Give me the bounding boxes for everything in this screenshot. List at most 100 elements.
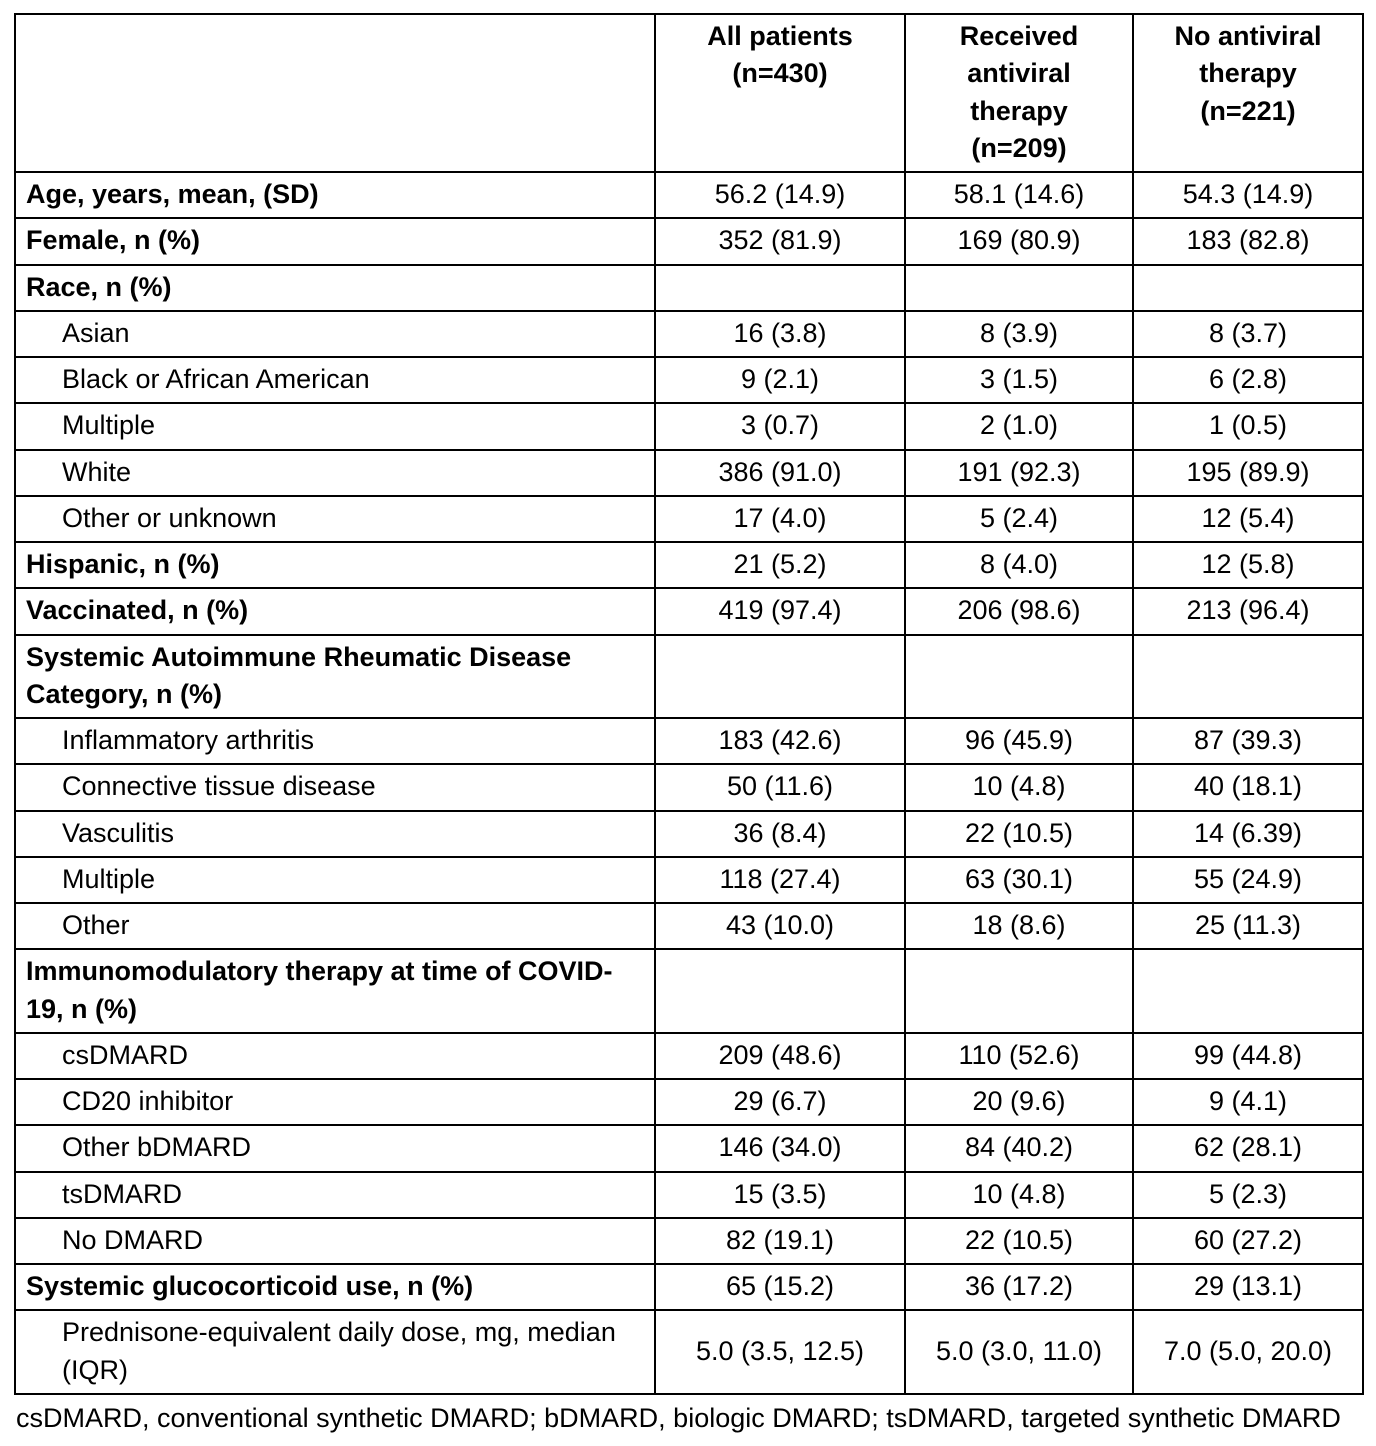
- cell-value: 2 (1.0): [904, 402, 1134, 451]
- header-cell-received-antiviral: Received antiviral therapy (n=209): [904, 13, 1134, 173]
- cell-value: 206 (98.6): [904, 587, 1134, 636]
- cell-value: 62 (28.1): [1132, 1124, 1364, 1173]
- cell-value: 169 (80.9): [904, 217, 1134, 266]
- table-row: Prednisone-equivalent daily dose, mg, me…: [14, 1309, 1364, 1395]
- row-label: Hispanic, n (%): [14, 540, 656, 590]
- cell-value: 18 (8.6): [904, 901, 1134, 951]
- table-row: Race, n (%): [14, 263, 1364, 312]
- table-row: csDMARD 209 (48.6) 110 (52.6) 99 (44.8): [14, 1031, 1364, 1081]
- cell-value: 5.0 (3.0, 11.0): [904, 1309, 1134, 1395]
- cell-value: 22 (10.5): [904, 1216, 1134, 1266]
- table-row: Vaccinated, n (%) 419 (97.4) 206 (98.6) 213…: [14, 587, 1364, 636]
- table-row: Black or African American 9 (2.1) 3 (1.5) 6…: [14, 355, 1364, 405]
- table-row: Vasculitis 36 (8.4) 22 (10.5) 14 (6.39): [14, 809, 1364, 858]
- cell-value: [1132, 633, 1364, 719]
- table-row: Female, n (%) 352 (81.9) 169 (80.9) 183 (82…: [14, 217, 1364, 266]
- row-label: Vasculitis: [14, 809, 656, 858]
- cell-value: 40 (18.1): [1132, 763, 1364, 812]
- cell-value: 9 (2.1): [654, 355, 906, 405]
- table-row: tsDMARD 15 (3.5) 10 (4.8) 5 (2.3): [14, 1170, 1364, 1219]
- cell-value: 50 (11.6): [654, 763, 906, 812]
- row-label: csDMARD: [14, 1031, 656, 1081]
- table-row: CD20 inhibitor 29 (6.7) 20 (9.6) 9 (4.1): [14, 1077, 1364, 1127]
- cell-value: 213 (96.4): [1132, 587, 1364, 636]
- table-footnote: csDMARD, conventional synthetic DMARD; b…: [16, 1402, 1341, 1433]
- cell-value: [654, 263, 906, 312]
- cell-value: 5 (2.3): [1132, 1170, 1364, 1219]
- row-label: Age, years, mean, (SD): [14, 170, 656, 220]
- cell-value: [904, 263, 1134, 312]
- cell-value: 9 (4.1): [1132, 1077, 1364, 1127]
- cell-value: 183 (42.6): [654, 716, 906, 766]
- cell-value: 65 (15.2): [654, 1262, 906, 1312]
- cell-value: 63 (30.1): [904, 855, 1134, 905]
- header-cell-empty: [14, 13, 656, 173]
- row-label: Black or African American: [14, 355, 656, 405]
- cell-value: 10 (4.8): [904, 1170, 1134, 1219]
- table-row: Age, years, mean, (SD) 56.2 (14.9) 58.1 (1…: [14, 170, 1364, 220]
- cell-value: 43 (10.0): [654, 901, 906, 951]
- row-label: Systemic Autoimmune Rheumatic Disease Ca…: [14, 633, 656, 719]
- row-label: Systemic glucocorticoid use, n (%): [14, 1262, 656, 1312]
- table-row: Other 43 (10.0) 18 (8.6) 25 (11.3): [14, 901, 1364, 951]
- header-row: All patients (n=430) Received antiviral …: [14, 13, 1364, 173]
- cell-value: 54.3 (14.9): [1132, 170, 1364, 220]
- cell-value: 56.2 (14.9): [654, 170, 906, 220]
- cell-value: [654, 948, 906, 1034]
- row-label: Other or unknown: [14, 494, 656, 544]
- row-label: Immunomodulatory therapy at time of COVI…: [14, 948, 656, 1034]
- cell-value: 96 (45.9): [904, 716, 1134, 766]
- table-row: Connective tissue disease 50 (11.6) 10 (4.…: [14, 763, 1364, 812]
- cell-value: 5 (2.4): [904, 494, 1134, 544]
- row-label: Multiple: [14, 855, 656, 905]
- row-label: Other: [14, 901, 656, 951]
- table-row: Asian 16 (3.8) 8 (3.9) 8 (3.7): [14, 309, 1364, 359]
- cell-value: 20 (9.6): [904, 1077, 1134, 1127]
- cell-value: 55 (24.9): [1132, 855, 1364, 905]
- cell-value: [1132, 263, 1364, 312]
- patient-characteristics-table: All patients (n=430) Received antiviral …: [14, 13, 1364, 1395]
- cell-value: 58.1 (14.6): [904, 170, 1134, 220]
- cell-value: 3 (0.7): [654, 402, 906, 451]
- cell-value: 14 (6.39): [1132, 809, 1364, 858]
- row-label: White: [14, 448, 656, 497]
- cell-value: 386 (91.0): [654, 448, 906, 497]
- cell-value: 29 (13.1): [1132, 1262, 1364, 1312]
- row-label: CD20 inhibitor: [14, 1077, 656, 1127]
- cell-value: 36 (8.4): [654, 809, 906, 858]
- cell-value: [654, 633, 906, 719]
- cell-value: 7.0 (5.0, 20.0): [1132, 1309, 1364, 1395]
- row-label: Vaccinated, n (%): [14, 587, 656, 636]
- row-label: Race, n (%): [14, 263, 656, 312]
- cell-value: 3 (1.5): [904, 355, 1134, 405]
- table-row: Inflammatory arthritis 183 (42.6) 96 (45.9…: [14, 716, 1364, 766]
- table-row: Multiple 3 (0.7) 2 (1.0) 1 (0.5): [14, 402, 1364, 451]
- cell-value: 21 (5.2): [654, 540, 906, 590]
- cell-value: [904, 633, 1134, 719]
- cell-value: 12 (5.8): [1132, 540, 1364, 590]
- table-body: Age, years, mean, (SD) 56.2 (14.9) 58.1 (1…: [14, 170, 1364, 1395]
- row-label: Prednisone-equivalent daily dose, mg, me…: [14, 1309, 656, 1395]
- row-label: Connective tissue disease: [14, 763, 656, 812]
- cell-value: 29 (6.7): [654, 1077, 906, 1127]
- cell-value: 8 (3.7): [1132, 309, 1364, 359]
- cell-value: 110 (52.6): [904, 1031, 1134, 1081]
- row-label: Multiple: [14, 402, 656, 451]
- cell-value: 25 (11.3): [1132, 901, 1364, 951]
- cell-value: 10 (4.8): [904, 763, 1134, 812]
- row-label: No DMARD: [14, 1216, 656, 1266]
- table-row: White 386 (91.0) 191 (92.3) 195 (89.9): [14, 448, 1364, 497]
- row-label: Other bDMARD: [14, 1124, 656, 1173]
- cell-value: 84 (40.2): [904, 1124, 1134, 1173]
- cell-value: 6 (2.8): [1132, 355, 1364, 405]
- cell-value: 146 (34.0): [654, 1124, 906, 1173]
- cell-value: [904, 948, 1134, 1034]
- cell-value: 22 (10.5): [904, 809, 1134, 858]
- table-row: Other bDMARD 146 (34.0) 84 (40.2) 62 (28.1): [14, 1124, 1364, 1173]
- table-row: Systemic Autoimmune Rheumatic Disease Ca…: [14, 633, 1364, 719]
- cell-value: 5.0 (3.5, 12.5): [654, 1309, 906, 1395]
- cell-value: 12 (5.4): [1132, 494, 1364, 544]
- cell-value: 191 (92.3): [904, 448, 1134, 497]
- cell-value: 8 (4.0): [904, 540, 1134, 590]
- table-row: Hispanic, n (%) 21 (5.2) 8 (4.0) 12 (5.8): [14, 540, 1364, 590]
